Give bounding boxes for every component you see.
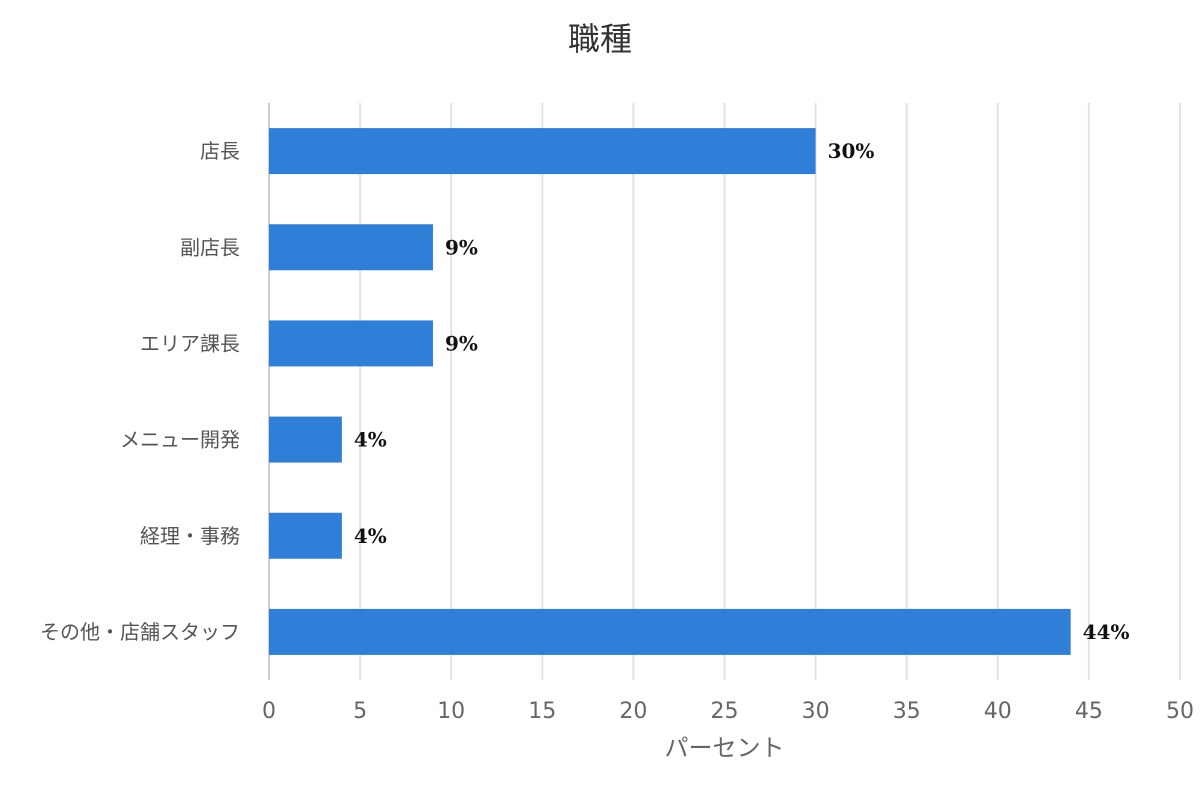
chart-title: 職種 [567, 20, 632, 58]
x-axis-title: パーセント [665, 734, 785, 762]
data-label: 9% [445, 331, 478, 355]
bar [269, 608, 1071, 655]
bar [269, 416, 342, 463]
category-label: エリア課長 [140, 331, 240, 355]
category-label: メニュー開発 [120, 428, 240, 452]
category-label: 副店長 [180, 235, 240, 259]
x-tick-label: 5 [353, 699, 367, 724]
x-tick-label: 25 [711, 699, 739, 724]
x-tick-label: 30 [802, 699, 830, 724]
labels: 0 5 10 15 20 25 30 35 40 45 50 店長 30% 副店長 9% エリア課長 9% メニュ… [40, 139, 1194, 724]
data-label: 4% [354, 524, 387, 548]
x-tick-label: 45 [1075, 699, 1103, 724]
x-tick-label: 15 [528, 699, 556, 724]
data-label: 44% [1083, 620, 1130, 644]
bars [269, 128, 1071, 655]
x-tick-label: 50 [1166, 699, 1194, 724]
x-tick-label: 35 [893, 699, 921, 724]
category-label: 経理・事務 [140, 524, 240, 548]
category-label: 店長 [200, 139, 240, 163]
category-label: その他・店舗スタッフ [40, 620, 240, 644]
bar [269, 320, 433, 367]
x-tick-label: 20 [619, 699, 647, 724]
x-tick-label: 40 [984, 699, 1012, 724]
bar [269, 512, 342, 559]
grid-lines [268, 103, 1181, 680]
x-tick-label: 10 [437, 699, 465, 724]
data-label: 9% [445, 235, 478, 259]
bar [269, 224, 433, 271]
bar [269, 128, 816, 175]
data-label: 4% [354, 428, 387, 452]
data-label: 30% [828, 139, 875, 163]
x-tick-label: 0 [262, 699, 276, 724]
